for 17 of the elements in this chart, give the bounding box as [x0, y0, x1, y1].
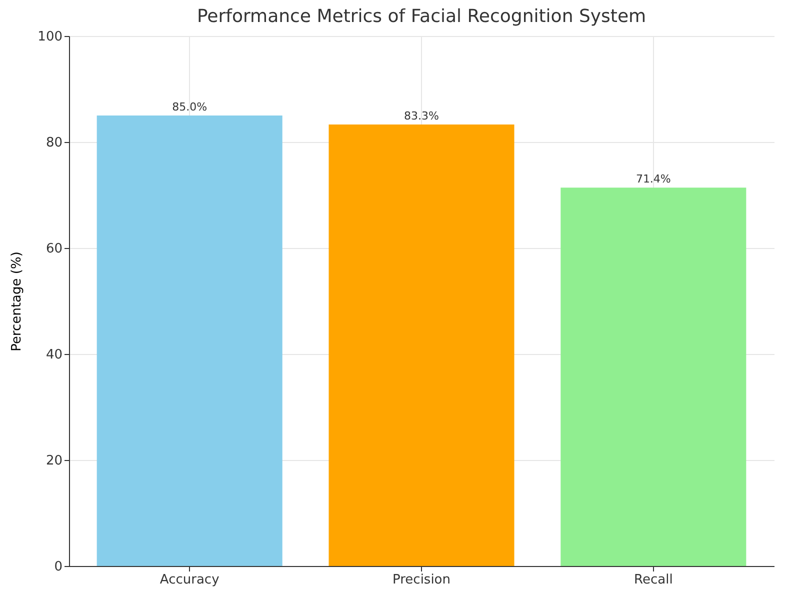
chart-title: Performance Metrics of Facial Recognition System — [196, 6, 646, 27]
bar — [96, 116, 282, 566]
y-tick-label: 80 — [46, 136, 62, 150]
y-tick-label: 20 — [46, 454, 62, 468]
y-tick-label: 40 — [46, 348, 62, 362]
data-label: 71.4% — [636, 172, 671, 186]
bar — [560, 188, 746, 566]
bar — [328, 124, 514, 566]
y-tick-label: 60 — [46, 242, 62, 256]
y-tick-label: 0 — [54, 560, 62, 574]
data-label: 83.3% — [404, 110, 439, 123]
y-tick-label: 100 — [38, 30, 62, 44]
x-tick-label: Accuracy — [160, 572, 220, 588]
x-tick-label: Precision — [392, 572, 451, 588]
data-label: 85.0% — [172, 100, 208, 114]
x-tick-label: Recall — [634, 572, 673, 588]
y-axis-title: Percentage (%) — [10, 252, 25, 352]
